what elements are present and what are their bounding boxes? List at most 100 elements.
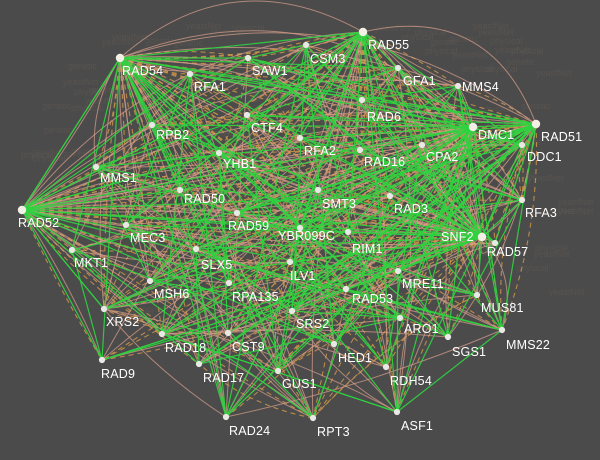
network-edge-yeastNet [125,73,191,226]
network-edge-physical [317,67,399,191]
network-node[interactable] [394,64,402,72]
edge-label-watermark: genetic [417,184,447,194]
network-edge-physical [277,123,537,372]
network-node[interactable] [356,146,364,154]
network-node[interactable] [498,326,506,334]
network-node[interactable] [17,205,27,215]
network-node[interactable] [314,186,322,194]
network-edge-genetic [21,209,103,361]
edge-label-watermark: genetic [451,284,481,294]
network-edge-yeastNet [457,85,503,331]
network-edge-genetic [189,73,301,139]
network-node[interactable] [473,291,481,299]
network-node[interactable] [394,267,402,275]
network-node[interactable] [215,149,223,157]
network-edge-yeastNet [179,126,474,191]
edge-label-watermark: physical [74,87,107,97]
network-node[interactable] [225,279,233,287]
network-node[interactable] [68,246,76,254]
network-node[interactable] [531,119,541,129]
network-node[interactable] [302,41,310,49]
network-node[interactable] [148,121,156,129]
network-edge-yeastNet [397,67,474,128]
edge-label-watermark: yeastNet [558,197,594,207]
network-node[interactable] [393,408,401,416]
network-node-label: RAD17 [203,371,245,385]
network-edge-yeastNet [396,329,503,413]
network-node[interactable] [122,221,130,229]
network-node[interactable] [518,196,526,204]
network-node[interactable] [158,330,166,338]
network-node[interactable] [186,70,194,78]
network-node[interactable] [454,82,462,90]
network-node[interactable] [296,224,304,232]
network-edge-yeastNet [21,57,249,211]
network-node[interactable] [192,245,200,253]
network-node[interactable] [243,111,251,119]
network-edge-yeastNet [119,57,279,372]
edge-label-watermark: physical [481,104,514,114]
network-edge-yeastNet [291,85,459,312]
edge-label-watermark: yeastNet [186,21,222,31]
network-edge-yeastNet [161,31,364,335]
network-edge-yeastNet [481,144,523,238]
network-edge-yeastNet [21,209,163,335]
network-node[interactable] [358,96,366,104]
network-edge-physical [119,57,314,419]
network-node[interactable] [222,413,230,421]
edge-label-watermark: genetic [68,61,98,71]
network-node[interactable] [418,141,426,149]
network-node[interactable] [358,27,368,37]
network-node[interactable] [396,314,404,322]
network-node[interactable] [468,122,478,132]
network-edge-yeastNet [71,249,335,345]
edge-label-watermark: yeastNet [539,206,575,216]
edge-label-watermark: yeastNet [495,45,531,55]
network-node[interactable] [98,356,106,364]
edge-label-watermark: yeastNet [102,37,138,47]
network-edge-yeastNet [246,114,537,125]
network-edge-yeastNet [21,57,121,211]
network-node[interactable] [386,192,394,200]
network-edge-yeastNet [21,209,105,310]
network-edge-yeastNet [71,57,121,251]
network-node-label: RAD9 [101,367,136,381]
network-node[interactable] [233,209,241,217]
network-edge-yeastNet [218,152,401,319]
network-edge-yeastNet [218,152,387,368]
network-edge-physical [291,310,398,413]
network-node[interactable] [195,360,203,368]
network-edge-yeastNet [385,126,474,368]
network-node[interactable] [244,54,252,62]
network-node[interactable] [92,163,100,171]
network-node[interactable] [176,186,184,194]
network-node-label: MKT1 [74,256,109,270]
network-node[interactable] [477,232,487,242]
network-node[interactable] [274,367,282,375]
network-node[interactable] [296,134,304,142]
network-node[interactable] [309,414,317,422]
edge-label-watermark: physical [275,242,308,252]
network-node[interactable] [100,305,108,313]
network-node[interactable] [518,141,526,149]
network-node[interactable] [491,239,499,247]
network-edge-physical [291,199,523,312]
edge-label-watermark: yeastNet [371,290,407,300]
network-node[interactable] [330,340,338,348]
network-node[interactable] [115,53,125,63]
network-node-label: RAD59 [228,219,270,233]
network-edge-yeastNet [494,123,537,244]
network-node[interactable] [342,285,350,293]
network-node[interactable] [224,329,232,337]
network-node[interactable] [444,333,452,341]
network-edge-yeastNet [103,123,537,310]
network-node[interactable] [382,363,390,371]
network-edge-genetic [246,67,399,116]
network-node[interactable] [344,228,352,236]
network-node[interactable] [288,307,296,315]
network-node[interactable] [286,258,294,266]
network-node[interactable] [146,277,154,285]
network-edge-genetic [189,73,483,238]
network-edge-genetic [21,209,496,244]
